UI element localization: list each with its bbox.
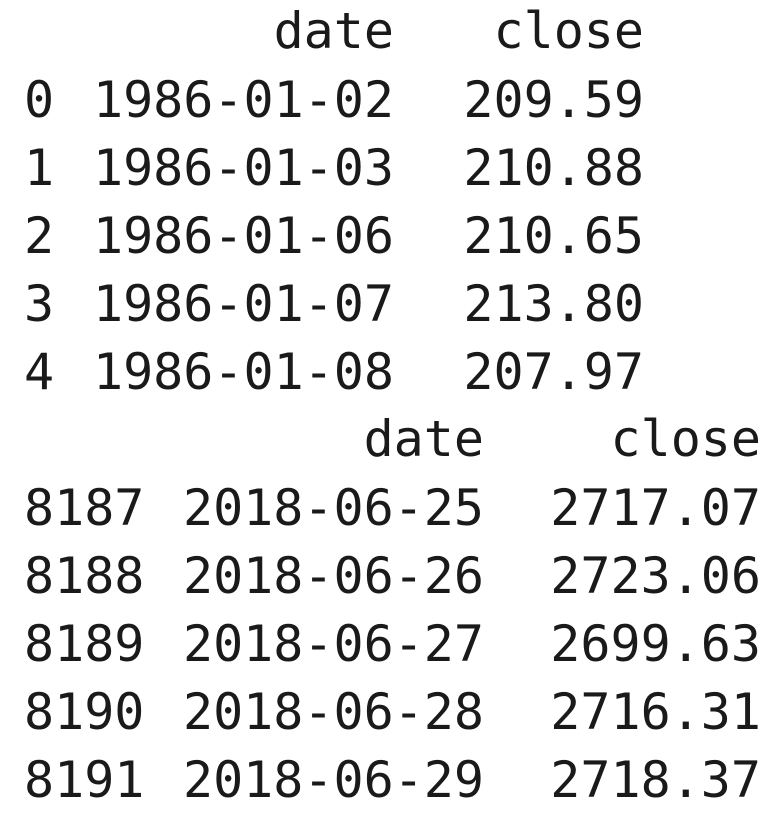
table-row: 8188 2018-06-26 2723.06 (24, 544, 764, 612)
row-index: 1 (24, 139, 55, 197)
table-row: 1 1986-01-03 210.88 (24, 136, 764, 204)
date-cell: 1986-01-03 (92, 139, 394, 197)
close-cell: 2717.07 (550, 479, 761, 537)
table-row: 8191 2018-06-29 2718.37 (24, 748, 764, 816)
column-header-date: date (363, 410, 484, 468)
row-index: 3 (24, 275, 55, 333)
column-header-date: date (273, 2, 394, 60)
close-cell: 2718.37 (550, 751, 761, 809)
row-index: 4 (24, 343, 55, 401)
row-index: 8189 (24, 615, 145, 673)
date-cell: 2018-06-29 (182, 751, 484, 809)
header-row: date close (24, 408, 764, 476)
dataframe-tail: date close 8187 2018-06-25 2717.07 8188 … (24, 408, 764, 816)
close-cell: 207.97 (463, 343, 644, 401)
close-cell: 210.65 (463, 207, 644, 265)
row-index: 8188 (24, 547, 145, 605)
close-cell: 2716.31 (550, 683, 761, 741)
header-row: date close (24, 0, 764, 68)
row-index: 0 (24, 71, 55, 129)
index-header (24, 408, 148, 476)
console-output: date close 0 1986-01-02 209.59 1 1986-01… (24, 0, 764, 816)
row-index: 8187 (24, 479, 145, 537)
date-cell: 2018-06-26 (182, 547, 484, 605)
table-row: 2 1986-01-06 210.65 (24, 204, 764, 272)
table-row: 8187 2018-06-25 2717.07 (24, 476, 764, 544)
date-cell: 1986-01-08 (92, 343, 394, 401)
date-cell: 1986-01-02 (92, 71, 394, 129)
close-cell: 210.88 (463, 139, 644, 197)
table-row: 8189 2018-06-27 2699.63 (24, 612, 764, 680)
row-index: 8191 (24, 751, 145, 809)
table-row: 4 1986-01-08 207.97 (24, 340, 764, 408)
row-index: 2 (24, 207, 55, 265)
date-cell: 2018-06-28 (182, 683, 484, 741)
dataframe-head: date close 0 1986-01-02 209.59 1 1986-01… (24, 0, 764, 408)
table-row: 3 1986-01-07 213.80 (24, 272, 764, 340)
date-cell: 1986-01-07 (92, 275, 394, 333)
close-cell: 2699.63 (550, 615, 761, 673)
close-cell: 213.80 (463, 275, 644, 333)
date-cell: 2018-06-27 (182, 615, 484, 673)
row-index: 8190 (24, 683, 145, 741)
close-cell: 209.59 (463, 71, 644, 129)
table-row: 8190 2018-06-28 2716.31 (24, 680, 764, 748)
close-cell: 2723.06 (550, 547, 761, 605)
index-header (24, 0, 84, 68)
date-cell: 2018-06-25 (182, 479, 484, 537)
column-header-close: close (493, 2, 644, 60)
table-row: 0 1986-01-02 209.59 (24, 68, 764, 136)
column-header-close: close (610, 410, 761, 468)
date-cell: 1986-01-06 (92, 207, 394, 265)
